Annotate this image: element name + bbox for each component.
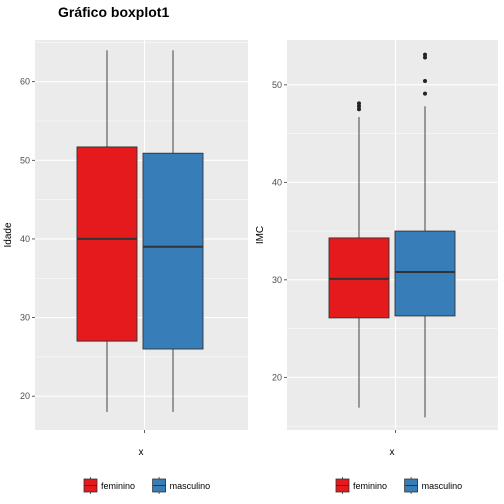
legend: feminino masculino [83, 477, 211, 494]
box-feminino [328, 101, 390, 408]
x-axis-label: x [390, 447, 395, 458]
outlier-point [423, 55, 427, 60]
boxplot-panel-1: 20 30 40 50 60 x Idade feminino masculino [3, 40, 248, 494]
box-body [142, 152, 204, 350]
outlier-point [357, 107, 361, 112]
y-tick-label: 40 [20, 234, 30, 244]
y-axis-label: IMC [255, 226, 266, 244]
y-tick-label: 20 [20, 391, 30, 401]
panel-background [35, 40, 248, 430]
y-tick-label: 50 [272, 80, 282, 90]
box-masculino [142, 50, 204, 412]
x-axis-label: x [139, 447, 144, 458]
outlier-point [357, 101, 361, 106]
outlier-point [423, 78, 427, 83]
legend-label-feminino: feminino [101, 481, 135, 491]
legend-label-masculino: masculino [422, 481, 463, 491]
y-tick-label: 30 [20, 313, 30, 323]
box-body [394, 230, 456, 317]
y-tick-label: 30 [272, 275, 282, 285]
chart-title: Gráfico boxplot1 [58, 4, 169, 20]
legend-label-feminino: feminino [353, 481, 387, 491]
panels: 20 30 40 50 60 x Idade feminino masculino 20 30 40 5… [3, 40, 498, 494]
legend: feminino masculino [335, 477, 463, 494]
y-tick-label: 40 [272, 177, 282, 187]
legend-label-masculino: masculino [170, 481, 211, 491]
y-tick-label: 50 [20, 155, 30, 165]
outlier-point [423, 91, 427, 96]
y-tick-label: 60 [20, 77, 30, 87]
outlier-point [423, 52, 427, 57]
outlier-point [357, 104, 361, 109]
boxplot-panel-2: 20 30 40 50 x IMC feminino masculino [255, 40, 498, 494]
box-feminino [76, 50, 138, 412]
y-tick-label: 20 [272, 372, 282, 382]
panel-background [287, 40, 498, 430]
box-body [76, 146, 138, 342]
box-masculino [394, 52, 456, 418]
y-axis-label: Idade [3, 222, 14, 247]
